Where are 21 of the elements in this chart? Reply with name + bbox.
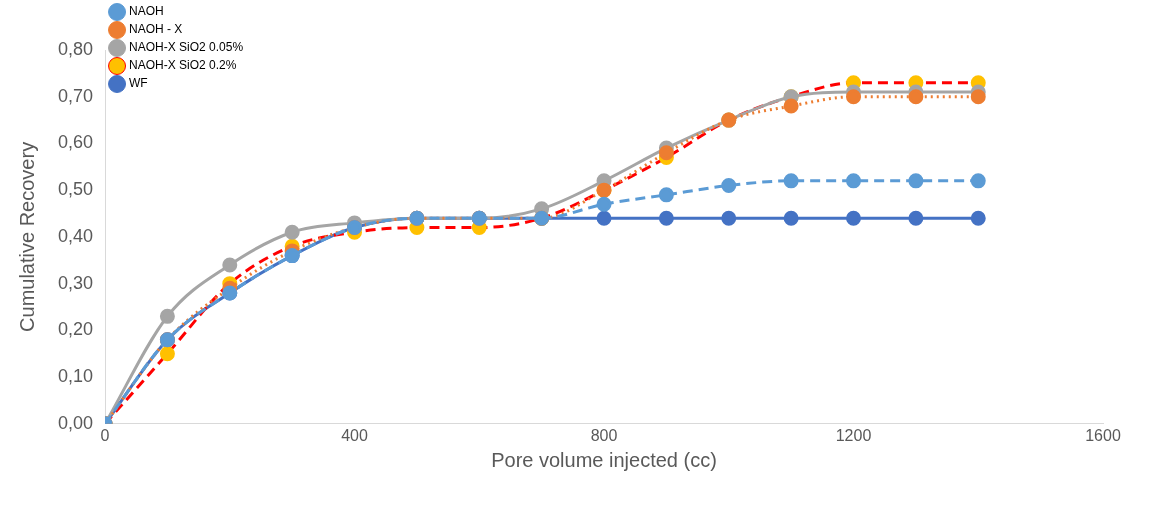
y-tick-label: 0,00 [57,412,94,433]
legend-label: NAOH-X SiO2 0.05% [129,40,244,55]
x-axis-title: Pore volume injected (cc) [491,448,717,471]
y-tick-label: 0,20 [57,319,94,340]
x-tick-label: 400 [341,426,368,444]
y-tick-label: 0,30 [57,272,94,293]
legend-label: WF [129,76,148,91]
legend-label: NAOH-X SiO2 0.2% [129,58,237,73]
y-tick-label: 0,80 [57,38,94,59]
y-tick-label: 0,40 [57,225,94,246]
x-tick-label: 1200 [835,426,872,444]
y-axis-title: Cumulative Recovery [15,141,38,332]
y-tick-label: 0,70 [57,85,94,106]
y-tick-label: 0,50 [57,179,94,200]
y-tick-label: 0,10 [57,366,94,387]
legend-label: NAOH - X [129,22,183,37]
x-tick-label: 800 [590,426,618,444]
x-tick-label: 1600 [1085,426,1121,444]
x-tick-label: 0 [100,426,110,444]
legend-label: NAOH [129,4,164,19]
y-tick-label: 0,60 [57,132,94,153]
